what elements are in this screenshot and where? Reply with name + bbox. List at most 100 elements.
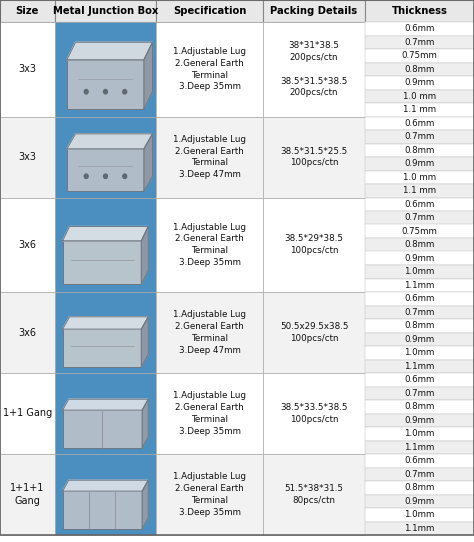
Circle shape — [123, 174, 127, 178]
Text: 0.6mm: 0.6mm — [404, 119, 435, 128]
Bar — [365, 22, 474, 35]
Bar — [55, 197, 156, 292]
Bar — [365, 508, 474, 521]
Text: 0.9mm: 0.9mm — [404, 254, 435, 263]
Bar — [156, 373, 263, 454]
Bar — [67, 60, 144, 109]
Bar — [55, 292, 156, 373]
Text: 1.0 mm: 1.0 mm — [403, 173, 436, 182]
Bar — [55, 22, 156, 117]
Text: 1.Adjustable Lug
2.General Earth
Terminal
3.Deep 35mm: 1.Adjustable Lug 2.General Earth Termina… — [173, 47, 246, 92]
Bar — [156, 292, 263, 373]
Polygon shape — [63, 317, 148, 329]
Text: 0.7mm: 0.7mm — [404, 38, 435, 47]
Bar — [263, 197, 365, 292]
Text: 38*31*38.5
200pcs/ctn

38.5*31.5*38.5
200pcs/ctn: 38*31*38.5 200pcs/ctn 38.5*31.5*38.5 200… — [280, 41, 348, 98]
Bar — [365, 157, 474, 171]
Circle shape — [84, 89, 88, 94]
Bar — [55, 0, 156, 22]
Text: 0.7mm: 0.7mm — [404, 132, 435, 141]
Text: 1.1 mm: 1.1 mm — [403, 105, 436, 114]
Bar — [365, 103, 474, 117]
Bar — [0, 373, 55, 454]
Text: 50.5x29.5x38.5
100pcs/ctn: 50.5x29.5x38.5 100pcs/ctn — [280, 322, 348, 343]
Text: 1+1 Gang: 1+1 Gang — [3, 409, 52, 418]
Text: 1.1mm: 1.1mm — [404, 281, 435, 290]
Bar — [263, 117, 365, 197]
Bar — [365, 306, 474, 319]
Text: 1.0mm: 1.0mm — [404, 349, 435, 357]
Text: 38.5*31.5*25.5
100pcs/ctn: 38.5*31.5*25.5 100pcs/ctn — [281, 146, 347, 167]
Polygon shape — [144, 42, 153, 109]
Text: 1.Adjustable Lug
2.General Earth
Terminal
3.Deep 35mm: 1.Adjustable Lug 2.General Earth Termina… — [173, 391, 246, 436]
Bar — [365, 117, 474, 130]
Bar — [365, 251, 474, 265]
Text: 38.5*33.5*38.5
100pcs/ctn: 38.5*33.5*38.5 100pcs/ctn — [280, 403, 348, 424]
Text: 0.8mm: 0.8mm — [404, 321, 435, 330]
Text: 0.8mm: 0.8mm — [404, 402, 435, 411]
Text: 0.75mm: 0.75mm — [401, 51, 438, 60]
Text: 0.8mm: 0.8mm — [404, 146, 435, 155]
Bar — [365, 265, 474, 279]
Bar — [156, 454, 263, 535]
Bar — [0, 292, 55, 373]
Text: Specification: Specification — [173, 6, 246, 16]
Bar — [365, 130, 474, 144]
Text: Metal Junction Box: Metal Junction Box — [53, 6, 158, 16]
Bar — [0, 117, 55, 197]
Text: Packing Details: Packing Details — [271, 6, 357, 16]
Bar — [0, 454, 55, 535]
Bar — [365, 386, 474, 400]
Bar — [0, 197, 55, 292]
Text: 0.9mm: 0.9mm — [404, 159, 435, 168]
Text: Thickness: Thickness — [392, 6, 447, 16]
Text: 1.1mm: 1.1mm — [404, 362, 435, 371]
Bar — [365, 373, 474, 386]
Polygon shape — [67, 134, 153, 149]
Circle shape — [123, 89, 127, 94]
Text: 0.6mm: 0.6mm — [404, 24, 435, 33]
Text: 0.7mm: 0.7mm — [404, 308, 435, 317]
Text: 0.8mm: 0.8mm — [404, 240, 435, 249]
Bar — [365, 468, 474, 481]
Bar — [365, 521, 474, 535]
Bar — [365, 400, 474, 414]
Text: 1+1+1
Gang: 1+1+1 Gang — [10, 483, 45, 506]
Text: 1.Adjustable Lug
2.General Earth
Terminal
3.Deep 47mm: 1.Adjustable Lug 2.General Earth Termina… — [173, 135, 246, 179]
Bar — [0, 0, 55, 22]
Bar — [263, 22, 365, 117]
Text: 1.1mm: 1.1mm — [404, 443, 435, 451]
Bar — [365, 494, 474, 508]
Bar — [365, 279, 474, 292]
Bar — [156, 117, 263, 197]
Bar — [365, 184, 474, 197]
Text: 3x3: 3x3 — [18, 152, 36, 162]
Circle shape — [84, 174, 88, 178]
Text: 3x6: 3x6 — [18, 240, 36, 250]
Text: 1.0mm: 1.0mm — [404, 267, 435, 276]
Bar — [263, 292, 365, 373]
Bar — [67, 149, 144, 191]
Bar — [263, 454, 365, 535]
Polygon shape — [141, 227, 148, 285]
Text: 1.0mm: 1.0mm — [404, 429, 435, 438]
Text: 38.5*29*38.5
100pcs/ctn: 38.5*29*38.5 100pcs/ctn — [284, 234, 344, 255]
Text: 0.9mm: 0.9mm — [404, 416, 435, 425]
Text: 1.Adjustable Lug
2.General Earth
Terminal
3.Deep 47mm: 1.Adjustable Lug 2.General Earth Termina… — [173, 311, 246, 354]
Text: 0.9mm: 0.9mm — [404, 497, 435, 506]
Bar — [365, 211, 474, 224]
Bar — [365, 89, 474, 103]
Text: 0.6mm: 0.6mm — [404, 294, 435, 304]
Text: 1.0 mm: 1.0 mm — [403, 92, 436, 101]
Bar — [156, 0, 263, 22]
Bar — [365, 0, 474, 22]
Bar — [365, 332, 474, 346]
Text: 0.7mm: 0.7mm — [404, 213, 435, 222]
Bar — [365, 35, 474, 49]
Bar — [365, 197, 474, 211]
Bar — [365, 292, 474, 306]
Bar — [263, 0, 365, 22]
Text: 0.8mm: 0.8mm — [404, 64, 435, 74]
Bar — [156, 197, 263, 292]
Bar — [63, 410, 142, 448]
